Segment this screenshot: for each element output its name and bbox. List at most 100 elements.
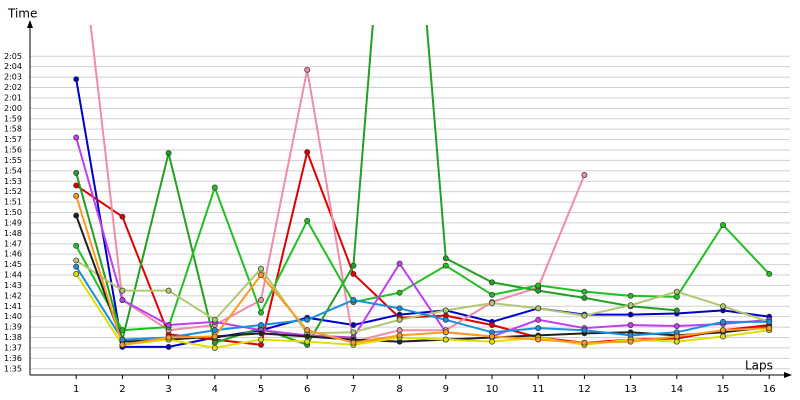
data-point	[350, 262, 357, 269]
data-point	[766, 325, 773, 332]
data-point	[489, 333, 495, 340]
series-line	[75, 259, 770, 335]
data-point	[211, 327, 218, 334]
data-point	[304, 327, 311, 334]
y-tick-label: 1:43	[4, 281, 22, 290]
data-point	[258, 322, 264, 328]
data-point	[119, 287, 126, 294]
data-point	[396, 327, 403, 334]
data-point	[673, 338, 680, 345]
y-tick-label: 1:45	[4, 260, 22, 269]
y-tick-label: 1:50	[4, 208, 22, 217]
data-point	[165, 334, 172, 341]
data-point	[73, 242, 80, 249]
y-tick-label: 1:48	[4, 229, 22, 238]
data-point	[304, 338, 311, 345]
data-point	[627, 322, 634, 328]
y-tick-label: 2:04	[4, 62, 22, 71]
data-point	[396, 260, 403, 267]
data-point	[720, 327, 726, 334]
data-point	[211, 344, 218, 351]
data-point	[73, 134, 80, 141]
x-tick-label: 3	[165, 384, 171, 395]
data-point	[673, 323, 680, 329]
x-tick-label: 7	[350, 384, 356, 395]
y-tick-label: 1:42	[4, 291, 22, 300]
data-point	[258, 330, 264, 337]
data-point	[304, 316, 311, 323]
data-point	[581, 172, 588, 178]
data-point	[442, 336, 449, 343]
data-point	[119, 341, 126, 348]
data-point	[535, 325, 542, 332]
x-axis-label: Laps	[745, 359, 773, 373]
grid	[30, 55, 790, 370]
data-point	[766, 318, 773, 325]
x-tick-label: 13	[624, 384, 637, 395]
y-tick-label: 1:56	[4, 146, 22, 155]
data-point	[627, 302, 634, 309]
y-tick-label: 1:57	[4, 135, 22, 144]
series-line	[89, 25, 586, 343]
data-point	[535, 316, 542, 323]
data-point	[581, 294, 588, 301]
x-tick-label: 6	[304, 384, 310, 395]
data-point	[211, 333, 218, 340]
data-point	[535, 305, 542, 312]
data-point	[581, 312, 588, 319]
y-tick-label: 1:53	[4, 177, 22, 186]
y-tick-label: 2:02	[4, 83, 22, 92]
data-point	[581, 288, 588, 295]
data-point	[165, 150, 172, 157]
y-tick-label: 2:00	[4, 104, 22, 113]
data-point	[258, 297, 264, 303]
data-point	[73, 76, 80, 83]
y-tick-label: 1:39	[4, 323, 22, 332]
data-point	[581, 327, 588, 334]
data-point	[581, 339, 588, 346]
data-point	[350, 322, 357, 328]
y-tick-label: 1:49	[4, 218, 22, 227]
y-tick-label: 1:59	[4, 114, 22, 123]
y-tick-label: 2:01	[4, 93, 22, 102]
data-point	[673, 293, 680, 300]
data-point	[766, 271, 773, 277]
data-point	[489, 291, 495, 298]
x-tick-label: 14	[670, 384, 683, 395]
y-tick-label: 1:44	[4, 271, 22, 280]
data-point	[73, 271, 80, 277]
data-point	[165, 343, 172, 350]
data-point	[165, 322, 172, 328]
data-point	[119, 297, 126, 303]
data-point	[73, 169, 80, 176]
data-point	[535, 336, 542, 343]
data-point	[720, 318, 726, 325]
series-line	[75, 184, 770, 332]
y-axis-arrow	[27, 20, 33, 28]
data-point	[73, 212, 80, 219]
data-point	[720, 333, 726, 340]
data-point	[258, 336, 264, 343]
data-point	[720, 303, 726, 310]
x-tick-label: 2	[119, 384, 125, 395]
data-point	[73, 263, 80, 270]
data-point	[304, 217, 311, 224]
y-tick-label: 1:58	[4, 125, 22, 134]
data-point	[442, 307, 449, 314]
data-point	[119, 327, 126, 334]
series-line	[75, 266, 770, 341]
y-tick-label: 1:41	[4, 302, 22, 311]
series-line	[75, 78, 770, 348]
data-point	[442, 262, 449, 269]
data-point	[73, 192, 80, 199]
data-point	[673, 288, 680, 295]
x-tick-label: 10	[486, 384, 499, 395]
data-point	[442, 329, 449, 336]
data-point	[211, 316, 218, 323]
data-point	[350, 329, 357, 336]
data-point	[304, 66, 311, 73]
data-point	[258, 341, 264, 348]
y-tick-label: 1:47	[4, 239, 22, 248]
x-tick-label: 8	[396, 384, 402, 395]
data-point	[535, 287, 542, 294]
